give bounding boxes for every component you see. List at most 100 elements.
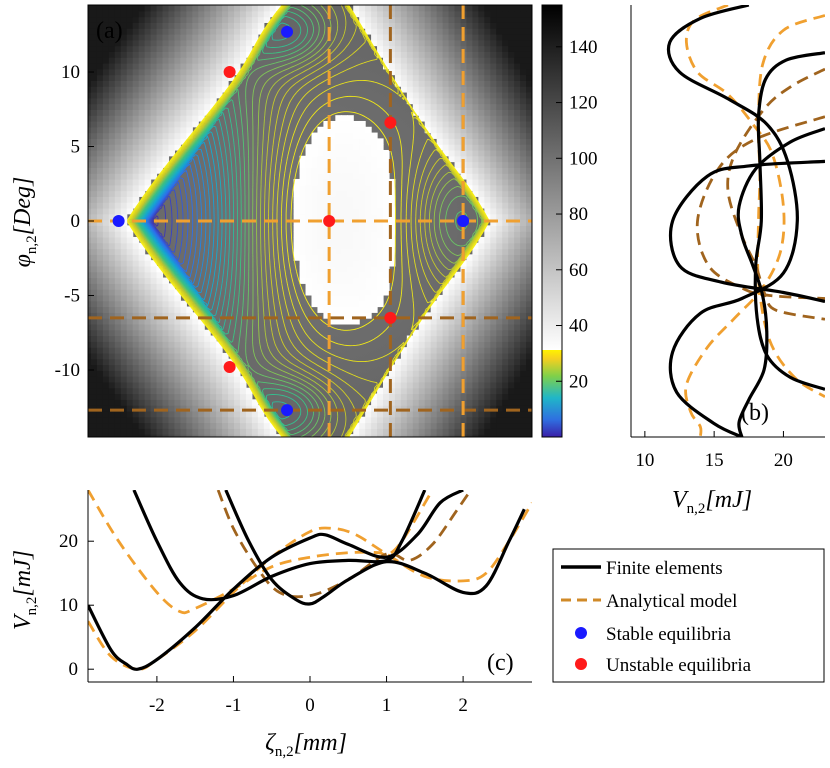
panel-b-lines: [666, 5, 825, 437]
y-tick-label: -10: [55, 360, 80, 381]
contour-line: [138, 22, 292, 420]
x-tick-label: -1: [226, 695, 242, 716]
panel-c-tag: (c): [487, 650, 514, 676]
contour-line: [137, 10, 308, 432]
contour-line: [137, 16, 302, 426]
x-tick-label: 15: [705, 450, 724, 471]
y-tick-label: 10: [61, 62, 80, 83]
contour-line: [147, 177, 189, 265]
panel-b-background: [631, 5, 825, 437]
contour-line: [145, 158, 203, 284]
panel-b: 10 15 20 (b) Vn,2[mJ]: [630, 5, 825, 517]
y-tick-label: 10: [59, 595, 78, 616]
contour-line: [146, 163, 198, 279]
contour-line: [147, 170, 194, 272]
legend-item-analytical-model: Analytical model: [606, 591, 737, 612]
colorbar-tick-label: 80: [569, 204, 588, 225]
panel-a-plot-area: [88, 5, 532, 437]
svg-text:Vn,2[mJ]: Vn,2[mJ]: [10, 550, 40, 630]
contour-line: [128, 5, 488, 437]
svg-text:φn,2[Deg]: φn,2[Deg]: [10, 177, 40, 268]
panel-b-tag: (b): [741, 400, 769, 426]
contour-line: [141, 131, 223, 311]
legend: Finite elements Analytical model Stable …: [552, 548, 825, 683]
y-tick-label: 5: [71, 137, 81, 158]
legend-item-stable-equilibria: Stable equilibria: [606, 624, 732, 645]
colorbar-colored: [542, 350, 562, 437]
stable-point: [281, 404, 294, 417]
panel-a-dashed-lines: [88, 5, 532, 437]
unstable-point: [384, 311, 397, 324]
series-line: [756, 14, 825, 399]
contour-line: [140, 125, 227, 317]
series-line: [753, 51, 825, 391]
panel-a-y-ticks: -10 -5 0 5 10: [55, 62, 94, 381]
x-tick-label: 20: [774, 450, 793, 471]
series-line: [684, 5, 786, 437]
colorbar-tick-label: 40: [569, 316, 588, 337]
series-line: [88, 490, 434, 615]
panel-b-x-label: Vn,2[mJ]: [672, 487, 752, 517]
contour-line: [128, 5, 489, 437]
colorbar-tick-label: 100: [569, 148, 598, 169]
y-tick-label: 0: [69, 659, 79, 680]
unstable-point: [223, 360, 236, 373]
contour-line: [144, 154, 207, 288]
panel-a-tag: (a): [96, 18, 123, 44]
contour-line: [136, 6, 469, 436]
contour-line: [132, 5, 484, 437]
panel-c-lines: [88, 490, 532, 671]
legend-stable-dot: [575, 627, 587, 639]
contour-line: [130, 5, 487, 437]
x-tick-label: 0: [305, 695, 315, 716]
contour-line: [131, 5, 486, 437]
series-line: [132, 490, 427, 602]
contour-line: [149, 189, 179, 253]
contour-line: [129, 5, 487, 437]
contour-line: [135, 5, 478, 437]
legend-item-unstable-equilibria: Unstable equilibria: [606, 655, 752, 676]
panel-c-x-label: ζn,2[mm]: [265, 730, 347, 760]
x-tick-label: 1: [382, 695, 392, 716]
colorbar-tick-label: 60: [569, 260, 588, 281]
series-line: [224, 490, 526, 606]
x-tick-label: -2: [149, 695, 165, 716]
colorbar-tick-label: 120: [569, 93, 598, 114]
colorbar: 20 40 60 80 100 120 140: [541, 4, 598, 438]
series-line: [666, 5, 799, 437]
contour-line: [139, 118, 231, 324]
colorbar-tick-label: 20: [569, 371, 588, 392]
stable-point: [457, 215, 470, 227]
series-line: [695, 115, 825, 300]
panel-a-contours: [127, 5, 489, 437]
panel-a: -10 -5 0 5 10 (a) φn,2[Deg]: [10, 4, 533, 438]
series-line: [88, 490, 464, 671]
contour-line: [142, 141, 215, 301]
colorbar-ticks: 20 40 60 80 100 120 140: [556, 37, 598, 392]
contour-line: [142, 135, 219, 307]
panel-a-shading: [88, 5, 532, 437]
contour-line: [150, 195, 173, 247]
y-tick-label: 0: [71, 211, 81, 232]
unstable-point: [323, 215, 336, 227]
series-line: [668, 159, 825, 303]
y-tick-label: 20: [59, 531, 78, 552]
colorbar-tick-label: 140: [569, 37, 598, 58]
contour-line: [148, 181, 184, 261]
colorbar-gray: [542, 5, 562, 350]
unstable-point: [223, 66, 236, 79]
panel-c-background: [88, 490, 532, 682]
contour-line: [133, 5, 484, 437]
x-tick-label: 10: [635, 450, 654, 471]
y-tick-label: -5: [64, 285, 80, 306]
legend-box: [552, 548, 825, 683]
series-line: [726, 67, 825, 321]
unstable-point: [384, 116, 397, 129]
stable-point: [112, 215, 125, 227]
legend-unstable-dot: [575, 658, 587, 670]
panel-c-y-label: Vn,2[mJ]: [10, 550, 40, 630]
stable-point: [281, 25, 294, 38]
contour-line: [132, 5, 485, 437]
